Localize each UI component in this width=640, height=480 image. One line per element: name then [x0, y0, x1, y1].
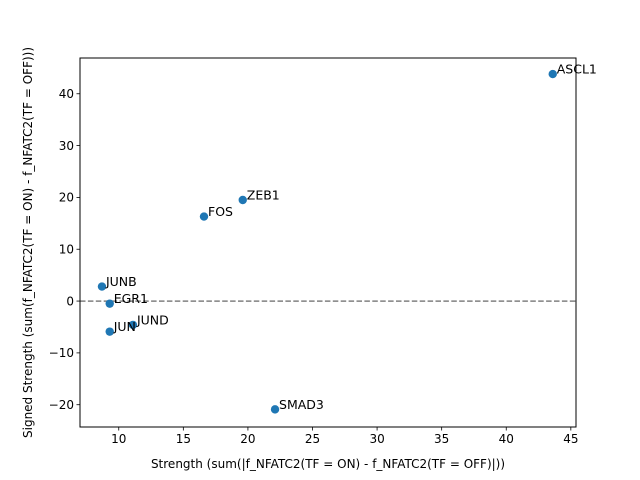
point-label-fos: FOS	[208, 204, 233, 219]
point-label-smad3: SMAD3	[279, 397, 324, 412]
y-tick-label: −20	[49, 398, 74, 412]
point-label-ascl1: ASCL1	[557, 62, 597, 77]
point-label-jund: JUND	[136, 312, 169, 327]
point-label-zeb1: ZEB1	[247, 188, 280, 203]
x-tick-label: 15	[176, 432, 191, 446]
data-point-jund	[128, 320, 138, 330]
y-tick-label: 10	[59, 243, 74, 257]
y-tick-label: −10	[49, 346, 74, 360]
x-axis-label: Strength (sum(|f_NFATC2(TF = ON) - f_NFA…	[151, 457, 505, 471]
x-tick-label: 45	[563, 432, 578, 446]
data-point-jun	[105, 327, 114, 336]
point-label-jun: JUN	[113, 319, 136, 334]
x-tick-label: 25	[305, 432, 320, 446]
y-tick-label: 30	[59, 139, 74, 153]
y-tick-label: 0	[66, 294, 74, 308]
x-tick-label: 10	[111, 432, 126, 446]
y-axis-label: Signed Strength (sum(f_NFATC2(TF = ON) -…	[21, 47, 35, 438]
y-tick-label: 20	[59, 191, 74, 205]
point-label-egr1: EGR1	[114, 291, 148, 306]
data-point-egr1	[105, 299, 114, 308]
x-tick-label: 30	[369, 432, 384, 446]
point-label-junb: JUNB	[105, 274, 137, 289]
x-tick-label: 20	[240, 432, 255, 446]
data-point-junb	[97, 282, 107, 291]
data-point-fos	[199, 212, 209, 221]
y-tick-label: 40	[59, 87, 74, 101]
data-point-smad3	[270, 405, 280, 414]
plot-background	[80, 58, 576, 427]
data-point-ascl1	[548, 69, 557, 79]
plot-frame	[79, 57, 577, 428]
data-point-zeb1	[238, 195, 247, 205]
x-tick-label: 40	[499, 432, 514, 446]
x-tick-label: 35	[434, 432, 449, 446]
